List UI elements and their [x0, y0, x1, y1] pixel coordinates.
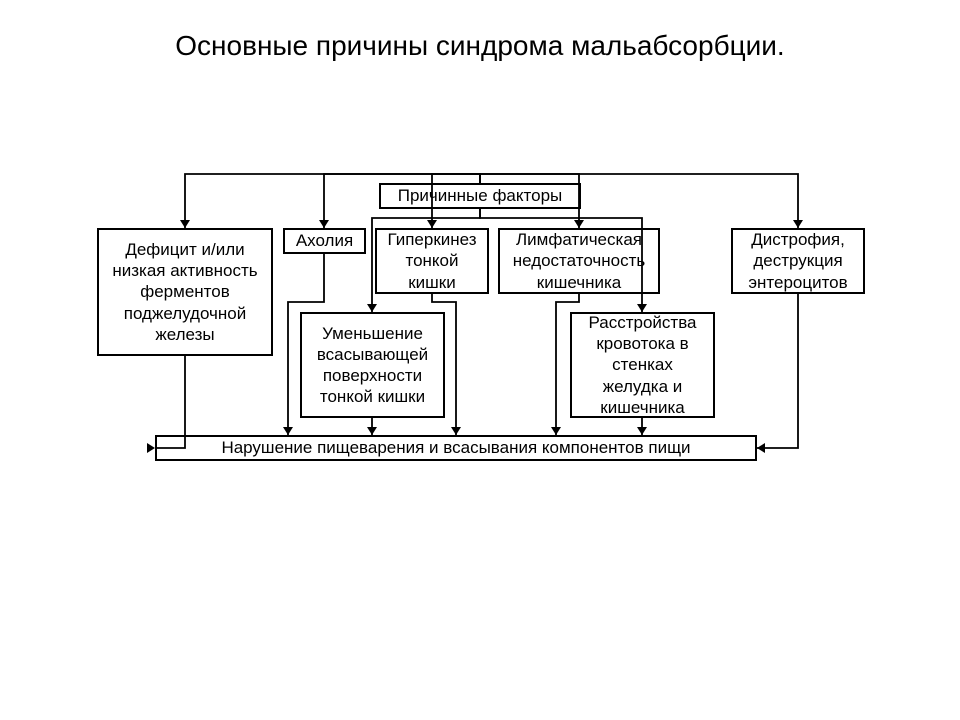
- node-root: Причинные факторы: [379, 183, 581, 209]
- node-umensh: Уменьшение всасывающей поверхности тонко…: [300, 312, 445, 418]
- node-outcome: Нарушение пищеварения и всасывания компо…: [155, 435, 757, 461]
- node-hyper: Гиперкинез тонкой кишки: [375, 228, 489, 294]
- page-title: Основные причины синдрома мальабсорбции.: [0, 30, 960, 62]
- edges-layer: [0, 0, 960, 720]
- node-acholia: Ахолия: [283, 228, 366, 254]
- page: Основные причины синдрома мальабсорбции.…: [0, 0, 960, 720]
- node-deficit: Дефицит и/или низкая активность ферменто…: [97, 228, 273, 356]
- node-rasstr: Расстройства кровотока в стенках желудка…: [570, 312, 715, 418]
- node-lymph: Лимфатическая недостаточность кишечника: [498, 228, 660, 294]
- node-dystro: Дистрофия, деструкция энтероцитов: [731, 228, 865, 294]
